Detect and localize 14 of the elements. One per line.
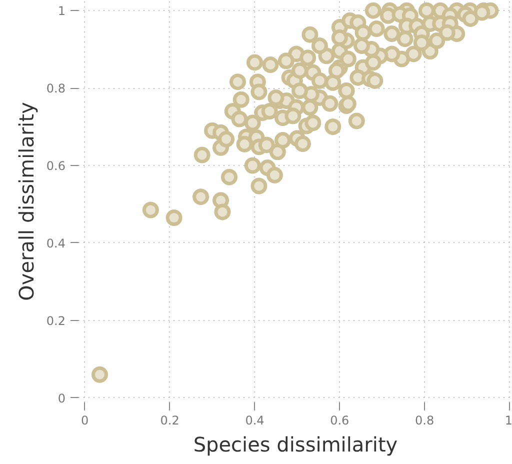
- y-tick-label: 1: [58, 4, 66, 18]
- x-tick-label: 0.4: [245, 414, 264, 428]
- x-axis-title: Species dissimilarity: [193, 432, 398, 456]
- y-tick-label: 0.2: [46, 314, 66, 328]
- x-tick-label: 0.2: [160, 414, 180, 428]
- y-tick-label: 0.6: [46, 158, 66, 173]
- y-tick-label: 0.8: [46, 82, 66, 96]
- x-tick-label: 0.8: [415, 414, 434, 428]
- y-tick-label: 0.4: [46, 236, 66, 250]
- y-tick-label: 0: [58, 391, 66, 406]
- x-tick-label: 1: [504, 414, 512, 428]
- x-tick-label: 0.6: [330, 414, 350, 428]
- x-tick-label: 0: [81, 414, 89, 428]
- y-axis-title: Overall dissimilarity: [14, 102, 38, 301]
